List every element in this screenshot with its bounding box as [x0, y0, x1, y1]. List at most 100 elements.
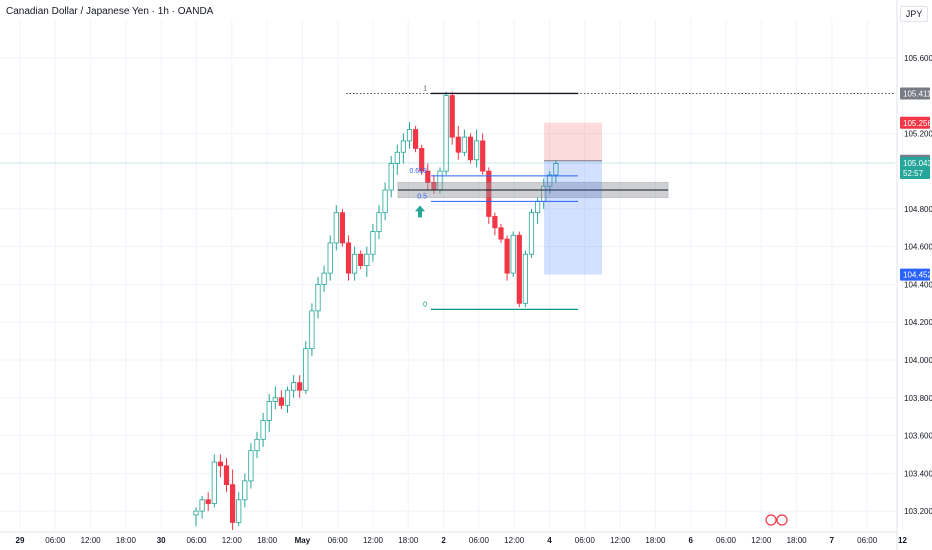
candle[interactable]	[351, 253, 358, 274]
candle[interactable]	[480, 140, 486, 172]
candle[interactable]	[333, 212, 339, 244]
candle[interactable]	[486, 170, 492, 217]
candle[interactable]	[510, 234, 516, 274]
economic-event-icon[interactable]	[776, 514, 788, 526]
candle[interactable]	[242, 480, 248, 501]
candle[interactable]	[358, 253, 364, 266]
candle[interactable]	[248, 450, 254, 482]
candle[interactable]	[528, 212, 535, 255]
economic-event-icon[interactable]	[765, 514, 777, 526]
x-tick-label: 12	[898, 536, 907, 545]
x-tick-label: 12:00	[751, 536, 772, 545]
candle[interactable]	[498, 227, 504, 240]
candle[interactable]	[205, 499, 211, 504]
candle[interactable]	[303, 348, 309, 391]
candle[interactable]	[217, 461, 223, 467]
y-tick-label: 103.600	[904, 432, 932, 441]
candle[interactable]	[327, 242, 333, 274]
candle[interactable]	[315, 284, 321, 312]
price-label-text: 105.043	[903, 159, 932, 168]
candle[interactable]	[260, 420, 266, 440]
x-tick-label: 06:00	[45, 536, 66, 545]
x-tick-label: 4	[547, 536, 552, 545]
candle[interactable]	[236, 499, 242, 523]
candle[interactable]	[254, 438, 260, 452]
candle[interactable]	[321, 272, 327, 285]
y-tick-label: 104.400	[904, 280, 932, 289]
x-tick-label: 2	[441, 536, 446, 545]
price-label-current	[900, 156, 930, 179]
x-tick-label: 18:00	[116, 536, 137, 545]
x-tick-label: 06:00	[328, 536, 349, 545]
currency-button[interactable]: JPY	[900, 6, 928, 22]
candle[interactable]	[284, 389, 291, 406]
candle[interactable]	[278, 397, 285, 406]
candle[interactable]	[443, 95, 449, 172]
fib-level-label: 0	[423, 301, 427, 308]
candle[interactable]	[504, 238, 510, 274]
candle[interactable]	[297, 382, 303, 391]
y-tick-label: 104.800	[904, 205, 932, 214]
y-tick-label: 103.200	[904, 507, 932, 516]
candle[interactable]	[547, 174, 553, 187]
candle[interactable]	[516, 234, 522, 304]
candle[interactable]	[461, 136, 468, 153]
candle[interactable]	[388, 163, 394, 191]
x-tick-label: 18:00	[398, 536, 419, 545]
candle[interactable]	[400, 140, 407, 153]
candle[interactable]	[272, 397, 278, 402]
candle[interactable]	[376, 212, 382, 232]
candle[interactable]	[553, 163, 559, 176]
candle[interactable]	[419, 148, 425, 172]
y-tick-label: 103.800	[904, 394, 932, 403]
candle[interactable]	[309, 310, 315, 350]
candle[interactable]	[339, 212, 346, 244]
x-tick-label: 18:00	[257, 536, 278, 545]
candle[interactable]	[492, 216, 498, 229]
candle[interactable]	[364, 253, 370, 266]
candle[interactable]	[370, 231, 376, 255]
x-tick-label: 6	[688, 536, 693, 545]
y-tick-label: 105.600	[904, 54, 932, 63]
candle[interactable]	[193, 510, 199, 516]
candle[interactable]	[199, 499, 205, 512]
x-tick-label: 12:00	[504, 536, 525, 545]
fib-level-label: 1	[423, 85, 427, 92]
x-tick-label: 12:00	[81, 536, 102, 545]
price-label-text: 105.411	[903, 89, 932, 98]
price-label-text: 104.452	[903, 271, 932, 280]
candle[interactable]	[223, 465, 230, 486]
candle[interactable]	[345, 242, 352, 274]
price-label-level	[900, 87, 930, 100]
y-tick-label: 104.200	[904, 318, 932, 327]
price-label-stop	[900, 268, 930, 281]
candle[interactable]	[473, 140, 480, 161]
candle[interactable]	[290, 382, 297, 391]
candle[interactable]	[211, 461, 217, 504]
candle[interactable]	[467, 136, 474, 161]
x-tick-label: 12:00	[610, 536, 631, 545]
y-tick-label: 103.400	[904, 469, 932, 478]
candle[interactable]	[449, 95, 455, 138]
candle[interactable]	[229, 484, 236, 523]
candle[interactable]	[455, 136, 461, 153]
candle[interactable]	[266, 401, 272, 421]
candle[interactable]	[394, 151, 400, 164]
target-zone[interactable]	[544, 122, 602, 161]
stop-zone[interactable]	[544, 160, 602, 275]
candle[interactable]	[412, 129, 419, 149]
price-label-text: 105.256	[903, 119, 932, 128]
candle[interactable]	[535, 200, 541, 214]
candle[interactable]	[425, 170, 431, 183]
candle[interactable]	[406, 129, 413, 142]
y-tick-label: 104.600	[904, 243, 932, 252]
y-tick-label: 105.200	[904, 129, 932, 138]
countdown-text: 52:57	[903, 169, 924, 178]
x-tick-label: 12:00	[363, 536, 384, 545]
candle[interactable]	[522, 253, 529, 304]
x-tick-label: 29	[16, 536, 25, 545]
x-tick-label: May	[295, 536, 311, 545]
candle[interactable]	[382, 189, 388, 214]
x-tick-label: 06:00	[575, 536, 596, 545]
